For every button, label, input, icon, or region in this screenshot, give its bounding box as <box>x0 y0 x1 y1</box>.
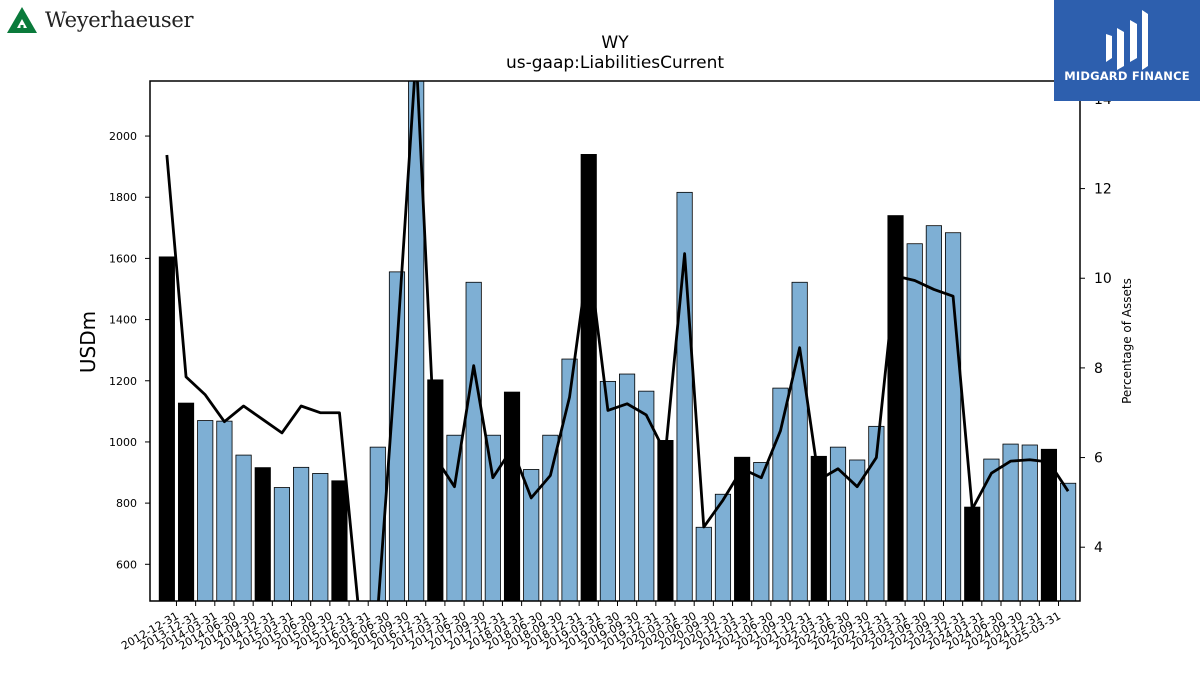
midgard-wordmark: MIDGARD FINANCE <box>1064 69 1190 83</box>
bar <box>964 506 981 601</box>
bar <box>695 526 712 601</box>
weyerhaeuser-tree-icon <box>7 7 37 33</box>
bar <box>944 232 962 601</box>
y2-tick-label: 8 <box>1094 361 1103 377</box>
bar <box>906 243 923 601</box>
bar <box>599 380 616 601</box>
bar <box>657 440 674 601</box>
bar <box>465 281 482 601</box>
bar <box>158 256 175 601</box>
bar <box>273 487 291 601</box>
bar <box>216 420 233 601</box>
y-tick-label: 1400 <box>109 314 137 327</box>
bar <box>542 434 559 601</box>
bar <box>925 225 942 601</box>
midgard-finance-logo: MIDGARD FINANCE <box>1054 0 1200 101</box>
bar <box>197 420 214 601</box>
bar <box>254 467 271 601</box>
bar <box>1002 443 1019 601</box>
bar <box>753 462 770 601</box>
bar <box>638 390 655 601</box>
weyerhaeuser-wordmark: Weyerhaeuser <box>45 8 194 32</box>
axes-frame <box>149 80 1081 602</box>
x-axis-ticks: 2012-12-312013-12-312014-03-312014-06-30… <box>119 601 1063 653</box>
y-axis-label: USDm <box>76 311 100 373</box>
bar <box>523 469 540 601</box>
bar <box>293 466 310 601</box>
bar <box>714 493 732 601</box>
chart-subtitle: us-gaap:LiabilitiesCurrent <box>506 53 724 73</box>
bar <box>1021 444 1038 601</box>
bar <box>331 480 348 601</box>
y2-tick-label: 10 <box>1094 271 1112 287</box>
y-tick-label: 1800 <box>109 191 137 204</box>
y-tick-label: 2000 <box>109 130 137 143</box>
y-tick-label: 800 <box>116 497 137 510</box>
bar-series <box>158 81 1077 601</box>
bar <box>887 215 904 601</box>
bar <box>619 373 636 601</box>
y-tick-label: 1200 <box>109 375 137 388</box>
y-tick-label: 1600 <box>109 252 137 265</box>
y-tick-label: 1000 <box>109 436 137 449</box>
bar <box>772 387 789 601</box>
y2-axis-ticks: 468101214 <box>1080 92 1112 556</box>
chart-title: WY <box>601 33 629 53</box>
bar <box>1040 448 1058 601</box>
bar <box>484 434 501 601</box>
y2-tick-label: 4 <box>1094 540 1103 556</box>
bar <box>235 454 252 601</box>
y-axis-ticks: 600 800 1000 1200 1400 1600 1800 2000 <box>109 130 150 571</box>
bar <box>810 455 827 601</box>
y2-tick-label: 12 <box>1094 182 1112 198</box>
bar <box>427 379 444 601</box>
y2-axis-label: Percentage of Assets <box>1120 278 1134 404</box>
y2-tick-label: 6 <box>1094 451 1103 467</box>
midgard-mark-icon <box>1106 10 1148 70</box>
bar <box>312 473 329 601</box>
plot-border <box>149 80 1081 602</box>
bar <box>868 425 885 601</box>
bar <box>177 402 195 601</box>
bar <box>408 81 425 601</box>
percentage-line <box>165 81 1070 601</box>
bar <box>791 281 808 601</box>
bar <box>829 446 847 601</box>
bar <box>1060 482 1077 601</box>
y-tick-label: 600 <box>116 558 137 571</box>
weyerhaeuser-logo: Weyerhaeuser <box>6 6 194 34</box>
bar <box>983 458 1000 601</box>
bar <box>503 391 521 601</box>
bar <box>580 154 597 601</box>
